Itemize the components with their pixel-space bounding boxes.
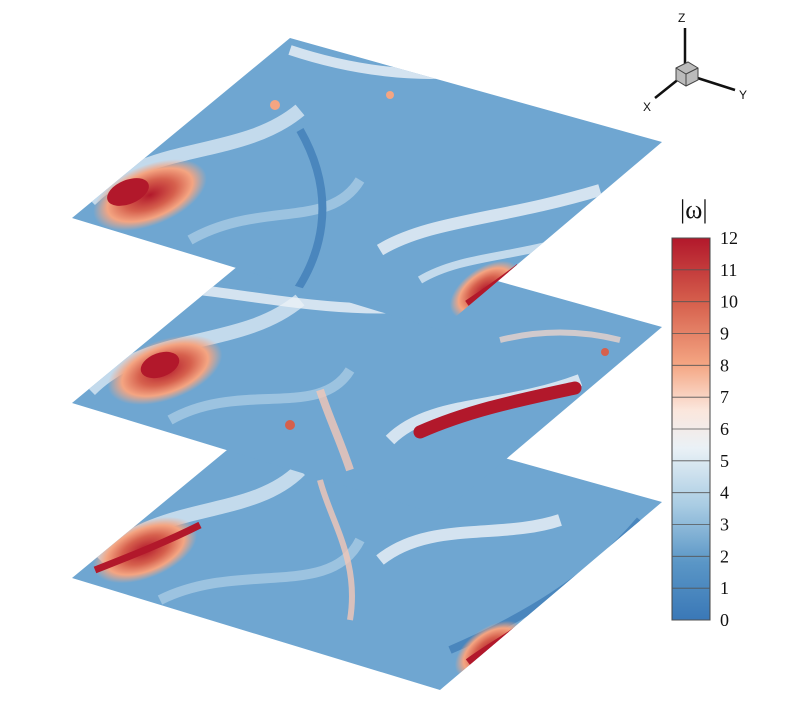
z-axis-label: Z xyxy=(678,11,685,25)
colorbar-tick-label: 2 xyxy=(720,546,729,566)
top-slice xyxy=(72,38,662,330)
colorbar-tick-label: 12 xyxy=(720,228,738,248)
colorbar-tick-label: 9 xyxy=(720,324,729,344)
colorbar-tick-label: 5 xyxy=(720,451,729,471)
x-axis-label: X xyxy=(643,100,651,114)
colorbar-tick-label: 10 xyxy=(720,292,738,312)
middle-slice xyxy=(72,223,662,515)
colorbar-tick-label: 4 xyxy=(720,483,729,503)
axis-triad: Z Y X xyxy=(643,11,747,114)
colorbar-tick-label: 1 xyxy=(720,578,729,598)
colorbar-tick-label: 11 xyxy=(720,260,737,280)
colorbar-tick-label: 6 xyxy=(720,419,729,439)
colorbar-title: |ω| xyxy=(680,195,708,224)
colorbar-tick-label: 7 xyxy=(720,387,729,407)
colorbar-tick-label: 3 xyxy=(720,515,729,535)
colorbar-tick-label: 0 xyxy=(720,610,729,630)
y-axis-label: Y xyxy=(739,88,747,102)
colorbar-tick-label: 8 xyxy=(720,355,729,375)
